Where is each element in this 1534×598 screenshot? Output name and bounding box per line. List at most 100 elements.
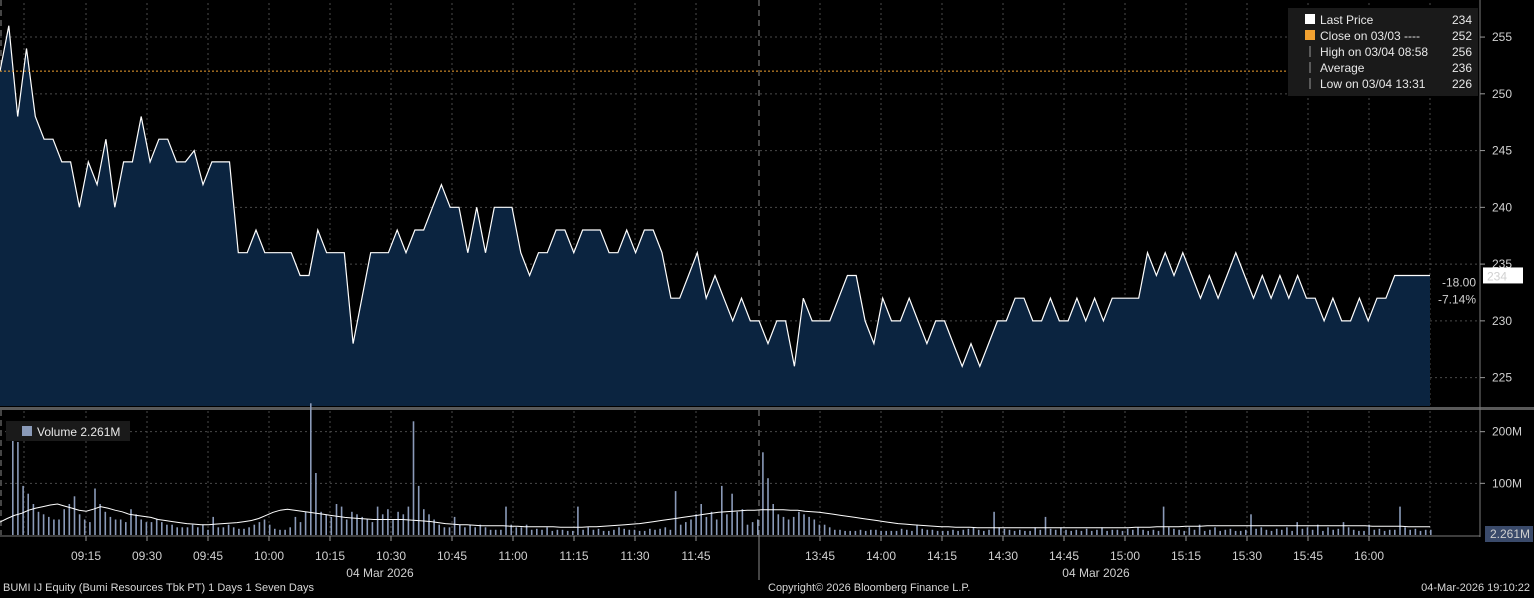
volume-bar — [202, 524, 204, 535]
volume-average-line — [0, 503, 1430, 529]
volume-bar — [1209, 529, 1211, 535]
x-tick-label: 14:45 — [1049, 549, 1079, 563]
x-tick-label: 15:30 — [1232, 549, 1262, 563]
volume-bar — [726, 514, 728, 535]
volume-bar — [561, 529, 564, 535]
volume-bar — [197, 527, 199, 536]
volume-bar — [916, 524, 918, 535]
volume-bar — [1250, 514, 1252, 535]
volume-bar — [972, 527, 975, 536]
volume-bar — [469, 524, 471, 535]
volume-bar — [443, 527, 446, 536]
x-tick-label: 09:45 — [193, 549, 223, 563]
volume-bar — [520, 527, 523, 536]
volume-bar — [161, 522, 163, 535]
volume-bar — [37, 511, 40, 536]
volume-bar — [1327, 527, 1329, 536]
volume-bar — [1281, 529, 1283, 535]
volume-bar — [125, 522, 127, 535]
volume-bar — [299, 522, 302, 535]
volume-bar — [1342, 522, 1345, 535]
volume-bar — [608, 530, 610, 535]
volume-bar — [397, 511, 399, 536]
volume-bar — [1404, 527, 1406, 536]
volume-bar — [813, 519, 816, 535]
volume-bar — [412, 421, 415, 535]
volume-bar — [998, 527, 1000, 536]
volume-bar — [1142, 529, 1144, 535]
volume-bar — [926, 529, 929, 535]
volume-bar — [669, 529, 672, 535]
volume-bar — [258, 522, 261, 535]
volume-bar — [109, 516, 112, 535]
volume-bar — [402, 514, 405, 535]
volume-bar — [638, 530, 641, 535]
x-tick-label: 15:00 — [1110, 549, 1140, 563]
volume-bar — [1224, 529, 1227, 535]
volume-bar — [1029, 530, 1031, 535]
volume-bar — [207, 529, 209, 535]
volume-bar — [1358, 530, 1360, 535]
volume-bar — [931, 529, 934, 535]
volume-bar — [176, 527, 178, 536]
x-tick-label: 13:45 — [805, 549, 835, 563]
volume-bar — [268, 524, 271, 535]
volume-bar — [1157, 530, 1160, 535]
volume-bar — [1337, 528, 1340, 535]
volume-bar — [1347, 527, 1350, 536]
volume-bar — [1085, 528, 1088, 535]
legend-marker — [1305, 30, 1315, 40]
x-tick-label: 10:15 — [315, 549, 345, 563]
volume-bar — [582, 529, 584, 535]
volume-bar — [1219, 530, 1221, 535]
legend-value: 234 — [1452, 13, 1472, 27]
x-tick-label: 14:00 — [866, 549, 896, 563]
volume-bar — [1132, 529, 1134, 535]
last-price-value: 234 — [1487, 269, 1507, 283]
volume-bar — [1229, 528, 1232, 535]
volume-bar — [1430, 529, 1432, 535]
legend-label: Close on 03/03 ---- — [1320, 29, 1420, 43]
volume-legend-marker — [22, 426, 32, 436]
volume-bar — [1203, 530, 1206, 535]
volume-bar — [1137, 527, 1139, 536]
volume-bar — [643, 530, 646, 535]
volume-bar — [484, 527, 487, 536]
volume-bar — [1301, 528, 1304, 535]
volume-bar — [438, 524, 440, 535]
volume-bar — [952, 529, 954, 535]
volume-bar — [895, 530, 898, 535]
volume-bar — [510, 524, 512, 535]
volume-bar — [417, 485, 420, 535]
legend-box — [1288, 8, 1478, 96]
volume-bar — [1399, 506, 1401, 535]
volume-bar — [767, 478, 769, 535]
volume-bar — [1065, 529, 1067, 535]
x-tick-label: 14:15 — [927, 549, 957, 563]
volume-bar — [232, 527, 235, 536]
volume-bar — [911, 530, 913, 535]
volume-tick-label: 100M — [1492, 476, 1522, 490]
volume-bar — [1388, 529, 1391, 535]
volume-bar — [289, 527, 291, 536]
volume-bar — [1214, 527, 1216, 536]
volume-bar — [1198, 524, 1201, 535]
volume-bar — [130, 509, 132, 535]
volume-bar — [731, 493, 733, 535]
volume-bar — [1070, 530, 1072, 535]
volume-bar — [1162, 506, 1165, 535]
volume-bar — [248, 527, 250, 536]
volume-bar — [155, 519, 158, 535]
volume-bar — [1126, 528, 1129, 535]
volume-bar — [381, 514, 384, 535]
volume-bar — [104, 511, 107, 536]
volume-bar — [515, 527, 518, 536]
volume-bar — [1352, 529, 1355, 535]
volume-bar — [1147, 530, 1149, 535]
volume-bar — [1332, 529, 1334, 535]
price-change-pct: -7.14% — [1438, 292, 1476, 306]
volume-bar — [1003, 528, 1006, 535]
volume-bar — [690, 519, 692, 535]
volume-bar — [186, 527, 189, 536]
volume-bar — [1173, 528, 1175, 535]
